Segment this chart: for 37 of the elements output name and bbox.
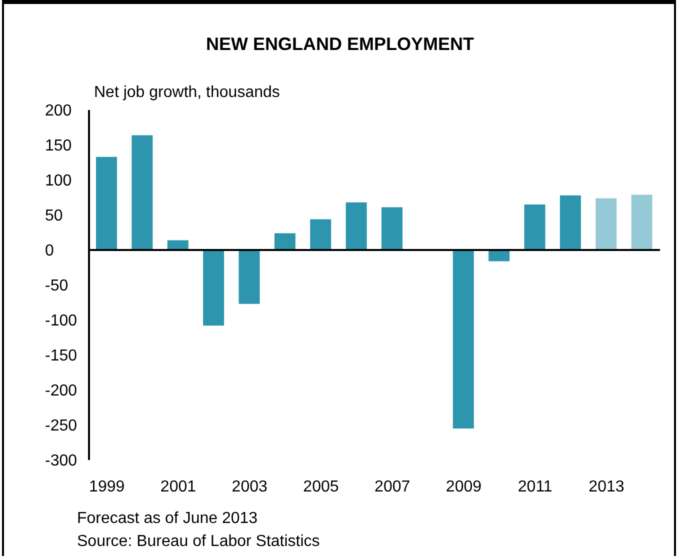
y-tick-label: -50 xyxy=(45,278,68,295)
source-note: Source: Bureau of Labor Statistics xyxy=(77,532,320,552)
bar xyxy=(524,204,546,250)
y-tick-label: 0 xyxy=(45,242,54,260)
x-tick-label: 2005 xyxy=(303,478,339,496)
y-tick-label: -100 xyxy=(45,312,78,330)
x-tick-label: 2001 xyxy=(160,478,196,496)
bar xyxy=(310,219,332,250)
chart-title: NEW ENGLAND EMPLOYMENT xyxy=(205,34,475,55)
x-tick-label: 2003 xyxy=(232,478,268,496)
y-tick-label: 50 xyxy=(45,208,63,225)
bar xyxy=(274,233,296,250)
y-tick-label: -200 xyxy=(45,382,78,400)
bar xyxy=(452,250,474,428)
y-tick-label: 200 xyxy=(45,102,72,120)
bar xyxy=(631,194,652,250)
bar xyxy=(560,195,581,250)
x-tick-label: 1999 xyxy=(89,478,125,496)
y-axis-title: Net job growth, thousands xyxy=(94,84,280,102)
y-tick-label: 150 xyxy=(45,138,72,155)
y-tick-label: -250 xyxy=(45,418,78,435)
bar xyxy=(167,240,188,250)
bar xyxy=(96,156,117,250)
y-tick-label: -150 xyxy=(45,348,78,365)
text: Forecast as of June 2013 xyxy=(77,509,259,529)
x-tick-label: 2009 xyxy=(446,478,482,496)
y-tick-label: 100 xyxy=(45,172,72,190)
bar xyxy=(238,250,260,304)
y-tick-label: -300 xyxy=(45,452,78,470)
bar xyxy=(132,135,153,250)
x-tick-label: 2007 xyxy=(374,478,410,496)
x-tick-label: 2011 xyxy=(518,478,552,496)
bar xyxy=(382,207,402,250)
bar xyxy=(346,202,367,250)
bar xyxy=(203,250,224,326)
bar xyxy=(596,198,617,250)
x-tick-label: 2013 xyxy=(588,478,624,496)
